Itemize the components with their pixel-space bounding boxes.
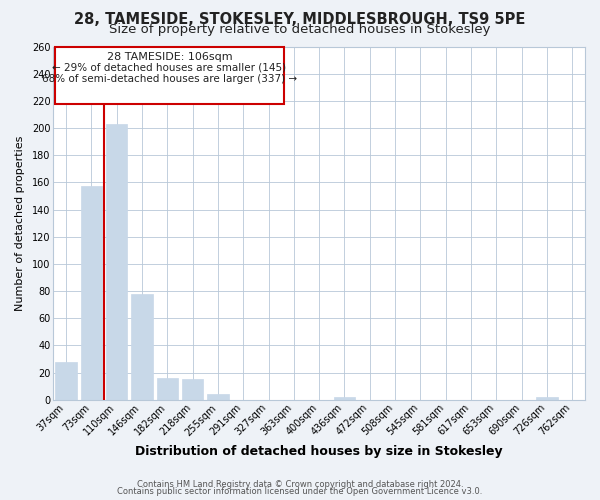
Bar: [55, 362, 77, 400]
Text: ← 29% of detached houses are smaller (145): ← 29% of detached houses are smaller (14…: [52, 63, 287, 73]
X-axis label: Distribution of detached houses by size in Stokesley: Distribution of detached houses by size …: [136, 444, 503, 458]
Text: Size of property relative to detached houses in Stokesley: Size of property relative to detached ho…: [109, 22, 491, 36]
Text: 68% of semi-detached houses are larger (337) →: 68% of semi-detached houses are larger (…: [42, 74, 297, 84]
Text: 28, TAMESIDE, STOKESLEY, MIDDLESBROUGH, TS9 5PE: 28, TAMESIDE, STOKESLEY, MIDDLESBROUGH, …: [74, 12, 526, 28]
Bar: [207, 394, 229, 400]
Bar: [55, 46, 284, 104]
Bar: [157, 378, 178, 400]
Bar: [182, 380, 203, 400]
Text: Contains public sector information licensed under the Open Government Licence v3: Contains public sector information licen…: [118, 487, 482, 496]
Bar: [80, 186, 102, 400]
Bar: [106, 124, 127, 400]
Y-axis label: Number of detached properties: Number of detached properties: [15, 136, 25, 311]
Text: 28 TAMESIDE: 106sqm: 28 TAMESIDE: 106sqm: [107, 52, 232, 62]
Bar: [536, 397, 558, 400]
Bar: [131, 294, 153, 400]
Text: Contains HM Land Registry data © Crown copyright and database right 2024.: Contains HM Land Registry data © Crown c…: [137, 480, 463, 489]
Bar: [334, 397, 355, 400]
